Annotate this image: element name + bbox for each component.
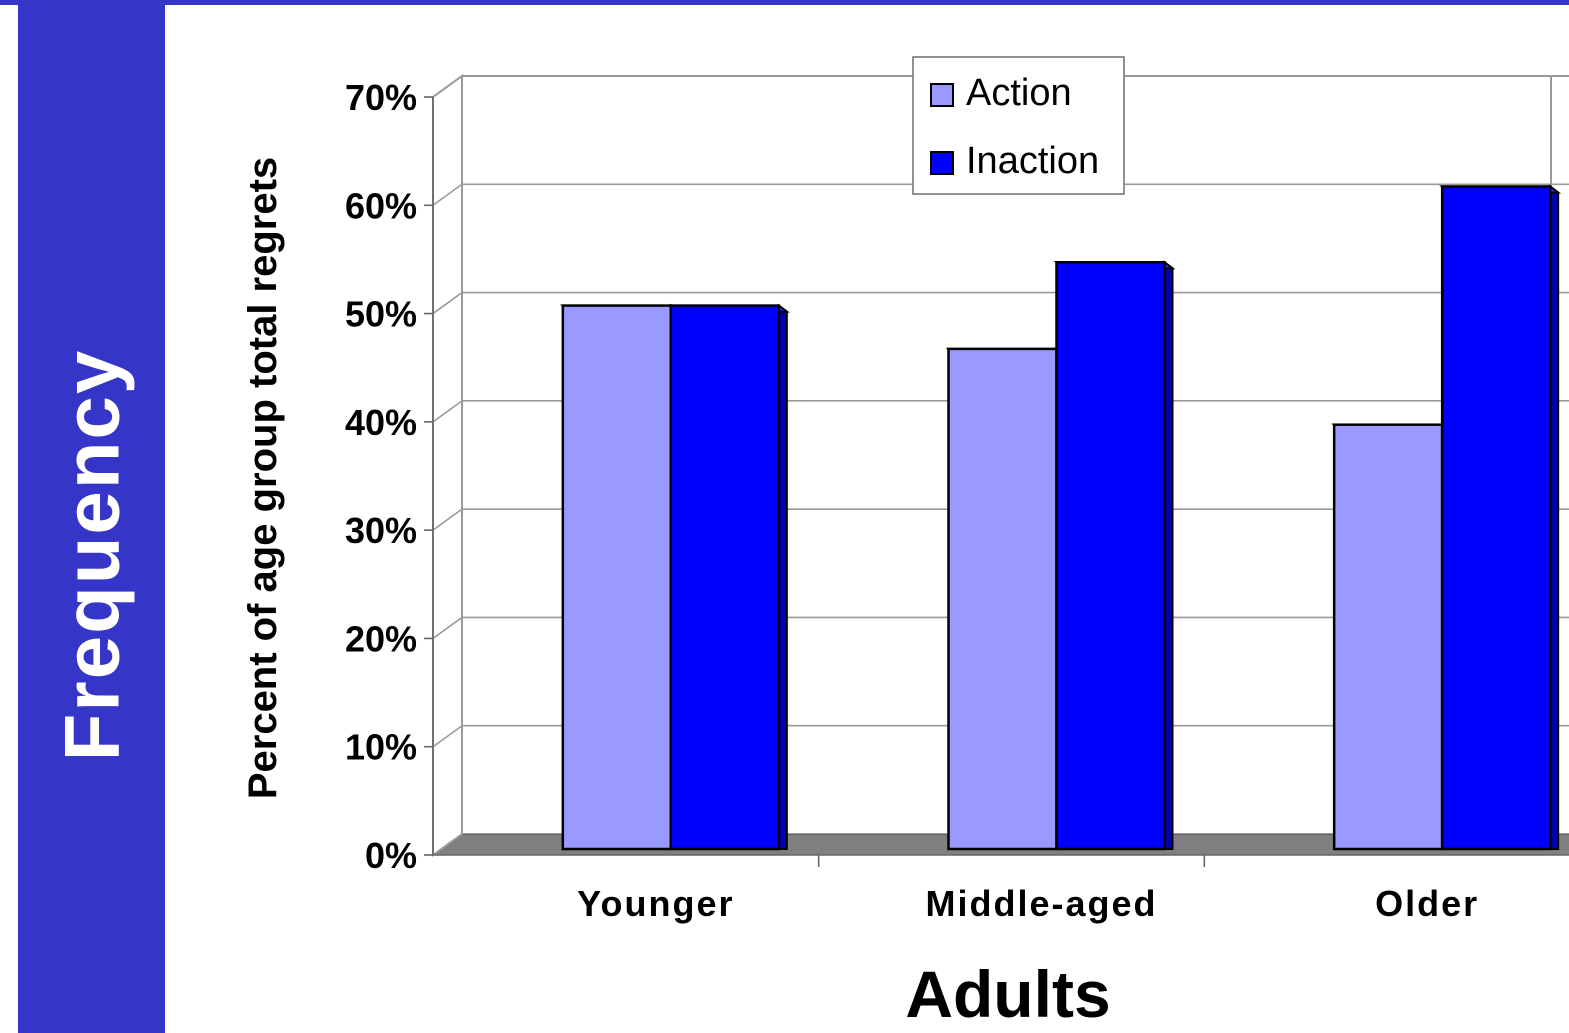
- legend-label: Action: [966, 72, 1072, 114]
- gridline-depth: [432, 725, 463, 748]
- bar-inaction-middle-aged: [1053, 260, 1176, 851]
- gridline-depth: [432, 183, 463, 206]
- legend-label: Inaction: [966, 140, 1099, 182]
- sidebar-banner: [18, 0, 165, 1033]
- legend-swatch: [930, 151, 954, 175]
- top-accent-bar: [0, 0, 1569, 5]
- y-axis: 0% 10% 20% 30% 40% 50% 60% 70%: [345, 77, 434, 876]
- gridline-depth: [432, 400, 463, 423]
- chart-legend: Action Inaction: [912, 56, 1125, 195]
- legend-swatch: [930, 83, 954, 107]
- bar: [561, 304, 673, 851]
- y-tick-label: 20%: [345, 618, 417, 659]
- bar: [1332, 423, 1444, 851]
- x-tick-label: Older: [1375, 883, 1479, 924]
- bar-inaction-older: [1439, 184, 1562, 851]
- gridline-depth: [432, 75, 463, 98]
- y-tick-label: 40%: [345, 402, 417, 443]
- bar: [669, 304, 781, 851]
- bar-action-younger: [559, 303, 682, 851]
- x-axis-label: Adults: [905, 957, 1110, 1031]
- bar-action-middle-aged: [945, 346, 1068, 851]
- gridline-depth: [432, 291, 463, 315]
- y-tick-label: 0%: [365, 835, 417, 876]
- gridline-depth: [432, 508, 463, 531]
- y-tick-label: 60%: [345, 185, 417, 226]
- chart-side-wall: [432, 74, 463, 857]
- bar-inaction-younger: [667, 303, 790, 851]
- x-tick-label: Middle-aged: [925, 883, 1157, 924]
- x-axis: Younger Middle-aged Older: [433, 854, 1569, 924]
- bar: [1055, 261, 1166, 851]
- y-axis-label: Percent of age group total regrets: [241, 157, 285, 799]
- chart-bars: [559, 184, 1562, 851]
- gridline-depth: [432, 616, 463, 640]
- y-tick-label: 50%: [345, 294, 417, 335]
- y-tick-label: 30%: [345, 510, 417, 551]
- y-tick-label: 10%: [345, 727, 417, 768]
- y-tick-label: 70%: [345, 77, 417, 118]
- bar-action-older: [1331, 422, 1454, 851]
- bar: [1440, 185, 1552, 851]
- bar: [947, 347, 1058, 851]
- x-tick-label: Younger: [577, 883, 734, 924]
